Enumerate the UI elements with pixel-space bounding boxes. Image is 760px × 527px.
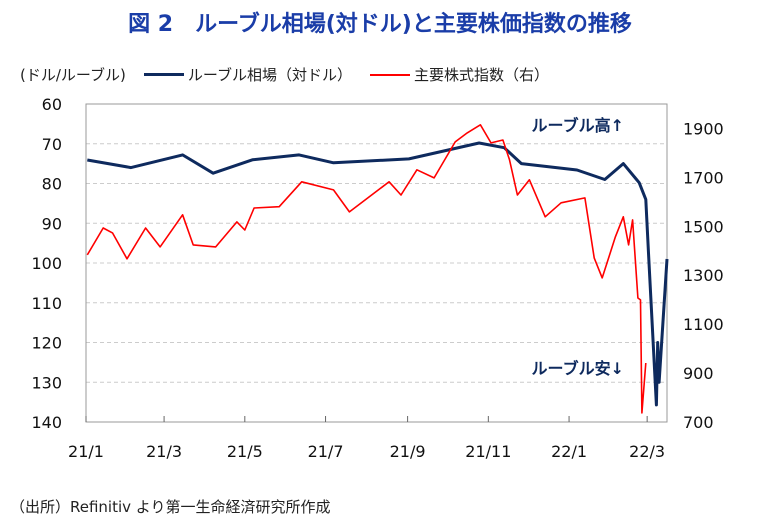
chart-title: 図 2 ルーブル相場(対ドル)と主要株価指数の推移 — [128, 12, 632, 37]
right-tick-label: 1100 — [683, 315, 724, 334]
left-tick-label: 140 — [31, 413, 62, 432]
x-tick-label: 22/1 — [551, 442, 587, 461]
series-index-line — [86, 124, 647, 414]
left-tick-label: 100 — [31, 254, 62, 273]
left-tick-label: 130 — [31, 373, 62, 392]
left-tick-label: 60 — [42, 95, 62, 114]
x-tick-label: 21/5 — [227, 442, 263, 461]
left-axis-unit: (ドル/ルーブル) — [20, 66, 126, 84]
series-ruble-line — [87, 141, 669, 407]
right-tick-label: 900 — [683, 364, 714, 383]
x-tick-label: 21/7 — [308, 442, 344, 461]
right-tick-label: 700 — [683, 413, 714, 432]
legend-swatch-index — [369, 73, 410, 76]
legend-ruble: ルーブル相場（対ドル） — [187, 66, 352, 84]
left-tick-label: 110 — [31, 294, 62, 313]
right-tick-label: 1700 — [683, 168, 724, 187]
left-tick-label: 90 — [42, 214, 62, 233]
legend: (ドル/ルーブル) ルーブル相場（対ドル） 主要株式指数（右） — [20, 64, 549, 85]
annotation-ruble-strong: ルーブル高↑ — [532, 116, 624, 135]
x-tick-label: 21/3 — [146, 442, 182, 461]
x-tick-label: 21/11 — [465, 442, 511, 461]
left-tick-label: 70 — [42, 135, 62, 154]
source-note: （出所）Refinitiv より第一生命経済研究所作成 — [10, 498, 331, 516]
annotation-ruble-weak: ルーブル安↓ — [532, 359, 624, 378]
x-tick-label: 21/9 — [390, 442, 426, 461]
left-tick-label: 120 — [31, 334, 62, 353]
left-tick-label: 80 — [42, 175, 62, 194]
right-tick-label: 1900 — [683, 119, 724, 138]
x-tick-label: 21/1 — [68, 442, 104, 461]
x-tick-label: 22/3 — [629, 442, 665, 461]
right-tick-label: 1300 — [683, 266, 724, 285]
legend-index: 主要株式指数（右） — [413, 66, 549, 84]
legend-swatch-ruble — [143, 73, 184, 76]
right-tick-label: 1500 — [683, 217, 724, 236]
